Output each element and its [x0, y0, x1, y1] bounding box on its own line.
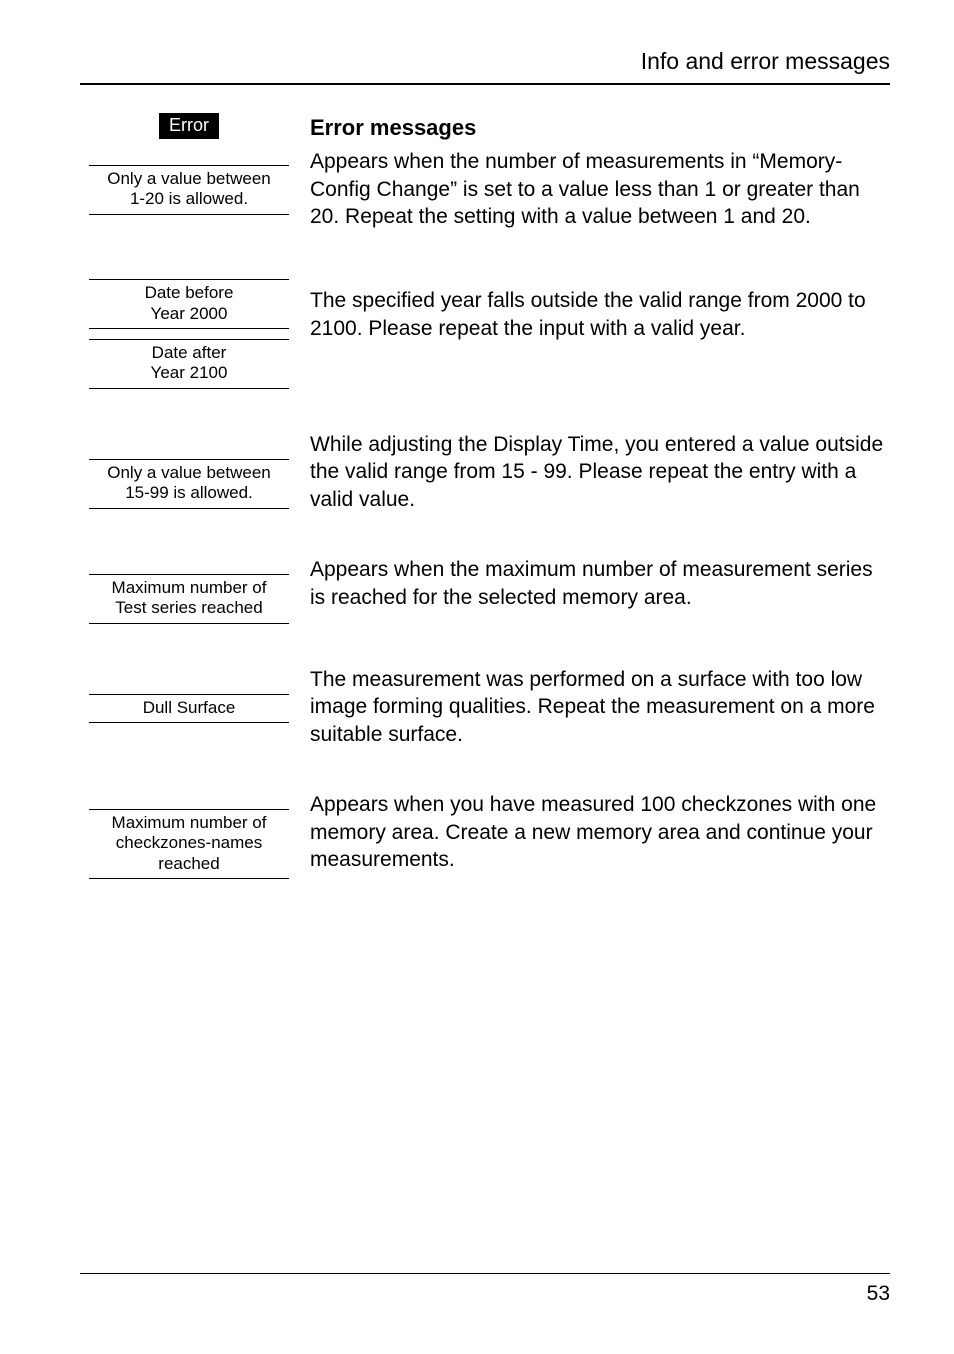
message-row: Date before Year 2000 Date after Year 21… [80, 269, 890, 389]
display-box: Date before Year 2000 [89, 279, 289, 329]
box-line: Year 2000 [151, 304, 228, 323]
message-row: Maximum number of Test series reached Ap… [80, 556, 890, 624]
right-column: The measurement was performed on a surfa… [310, 666, 890, 749]
box-line: Only a value between [107, 463, 271, 482]
left-column: Dull Surface [80, 666, 310, 723]
message-row: Error Only a value between 1-20 is allow… [80, 113, 890, 231]
page-number: 53 [867, 1282, 890, 1305]
right-column: Appears when you have measured 100 check… [310, 791, 890, 874]
display-box: Maximum number of checkzones-names reach… [89, 809, 289, 879]
box-line: checkzones-names [116, 833, 262, 852]
message-row: Maximum number of checkzones-names reach… [80, 791, 890, 879]
box-line: Maximum number of [112, 813, 267, 832]
message-text: While adjusting the Display Time, you en… [310, 431, 890, 514]
left-column: Error Only a value between 1-20 is allow… [80, 113, 310, 215]
left-column: Maximum number of Test series reached [80, 556, 310, 624]
section-title: Info and error messages [80, 48, 890, 85]
box-line: Dull Surface [143, 698, 236, 717]
display-box: Maximum number of Test series reached [89, 574, 289, 624]
box-line: Maximum number of [112, 578, 267, 597]
box-line: 15-99 is allowed. [125, 483, 253, 502]
section-heading: Error messages [310, 113, 890, 142]
box-line: Year 2100 [151, 363, 228, 382]
box-line: Date before [145, 283, 234, 302]
left-column: Only a value between 15-99 is allowed. [80, 431, 310, 509]
box-line: 1-20 is allowed. [130, 189, 248, 208]
display-box: Date after Year 2100 [89, 339, 289, 389]
right-column: While adjusting the Display Time, you en… [310, 431, 890, 514]
box-line: Only a value between [107, 169, 271, 188]
box-line: reached [158, 854, 219, 873]
box-line: Test series reached [115, 598, 262, 617]
message-text: Appears when you have measured 100 check… [310, 791, 890, 874]
message-row: Only a value between 15-99 is allowed. W… [80, 431, 890, 514]
display-box: Only a value between 15-99 is allowed. [89, 459, 289, 509]
box-line: Date after [152, 343, 227, 362]
right-column: Appears when the maximum number of measu… [310, 556, 890, 611]
message-text: Appears when the maximum number of measu… [310, 556, 890, 611]
left-column: Date before Year 2000 Date after Year 21… [80, 269, 310, 389]
error-badge: Error [159, 113, 219, 139]
footer: 53 [80, 1273, 890, 1306]
message-text: Appears when the number of measurements … [310, 148, 890, 231]
page: Info and error messages Error Only a val… [0, 0, 954, 1354]
right-column: The specified year falls outside the val… [310, 269, 890, 342]
message-row: Dull Surface The measurement was perform… [80, 666, 890, 749]
right-column: Error messages Appears when the number o… [310, 113, 890, 231]
content: Error Only a value between 1-20 is allow… [80, 113, 890, 921]
display-box: Only a value between 1-20 is allowed. [89, 165, 289, 215]
display-box: Dull Surface [89, 694, 289, 723]
message-text: The measurement was performed on a surfa… [310, 666, 890, 749]
left-column: Maximum number of checkzones-names reach… [80, 791, 310, 879]
message-text: The specified year falls outside the val… [310, 287, 890, 342]
